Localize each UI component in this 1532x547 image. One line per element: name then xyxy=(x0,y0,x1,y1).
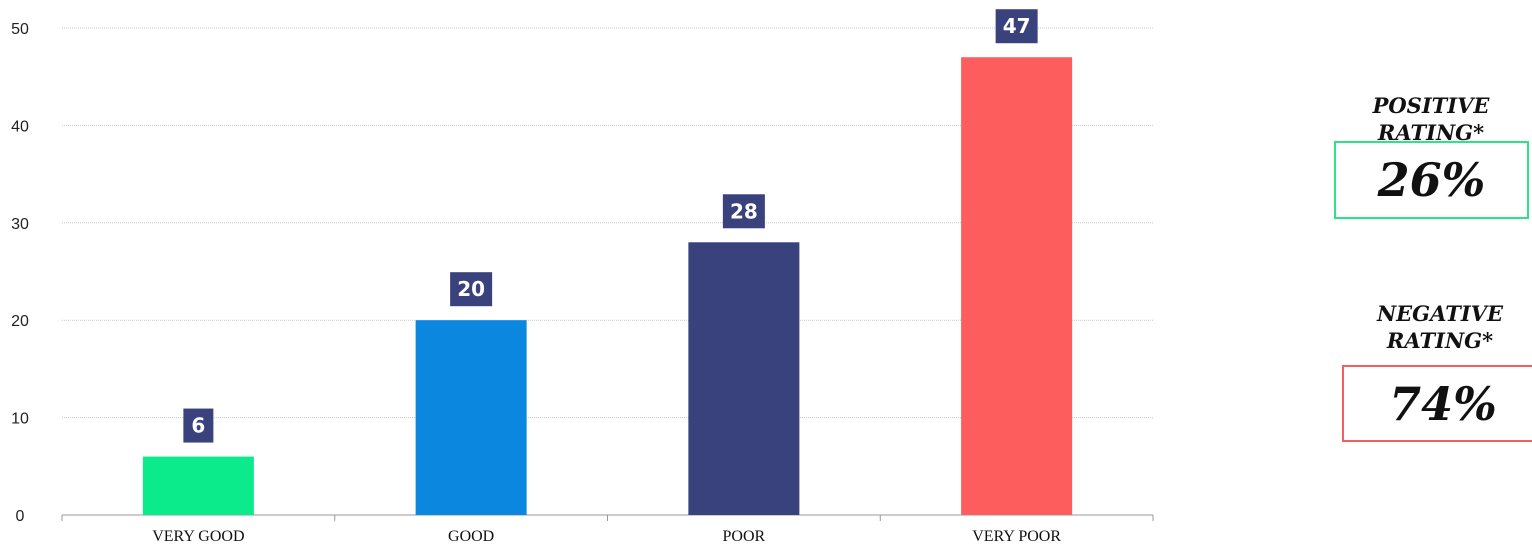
bar-chart: 0 10 20 30 40 50 6 VERY GOOD 20 GOOD 28 POOR 47 VERY … xyxy=(11,9,1154,545)
data-label: 20 xyxy=(457,277,485,301)
data-label: 6 xyxy=(191,414,205,438)
bar xyxy=(688,242,800,515)
data-label: 28 xyxy=(730,199,758,223)
negative-rating-value: 74% xyxy=(1389,376,1497,431)
bar xyxy=(415,320,527,515)
y-tick-label: 40 xyxy=(11,118,29,135)
positive-rating-label: POSITIVE RATING* xyxy=(1372,93,1490,145)
y-tick-label: 30 xyxy=(11,216,29,233)
negative-rating-label: NEGATIVE RATING* xyxy=(1376,301,1504,353)
bar xyxy=(961,57,1073,515)
y-tick-label: 0 xyxy=(16,508,25,525)
y-tick-label: 50 xyxy=(11,21,29,38)
x-tick-label: GOOD xyxy=(448,528,494,545)
data-label: 47 xyxy=(1003,14,1031,38)
x-tick-label: POOR xyxy=(723,528,766,545)
y-tick-label: 10 xyxy=(11,411,29,428)
data-label-box xyxy=(183,408,214,443)
data-label-box xyxy=(995,9,1038,44)
bar xyxy=(142,456,254,515)
y-tick-label: 20 xyxy=(11,313,29,330)
x-tick-label: VERY POOR xyxy=(972,528,1061,545)
data-label-box xyxy=(450,272,493,307)
positive-rating-value: 26% xyxy=(1377,153,1486,207)
x-tick-label: VERY GOOD xyxy=(152,528,244,545)
data-label-box xyxy=(722,194,765,229)
positive-rating-box: 26% xyxy=(1334,141,1529,219)
negative-rating-box: 74% xyxy=(1342,365,1532,442)
